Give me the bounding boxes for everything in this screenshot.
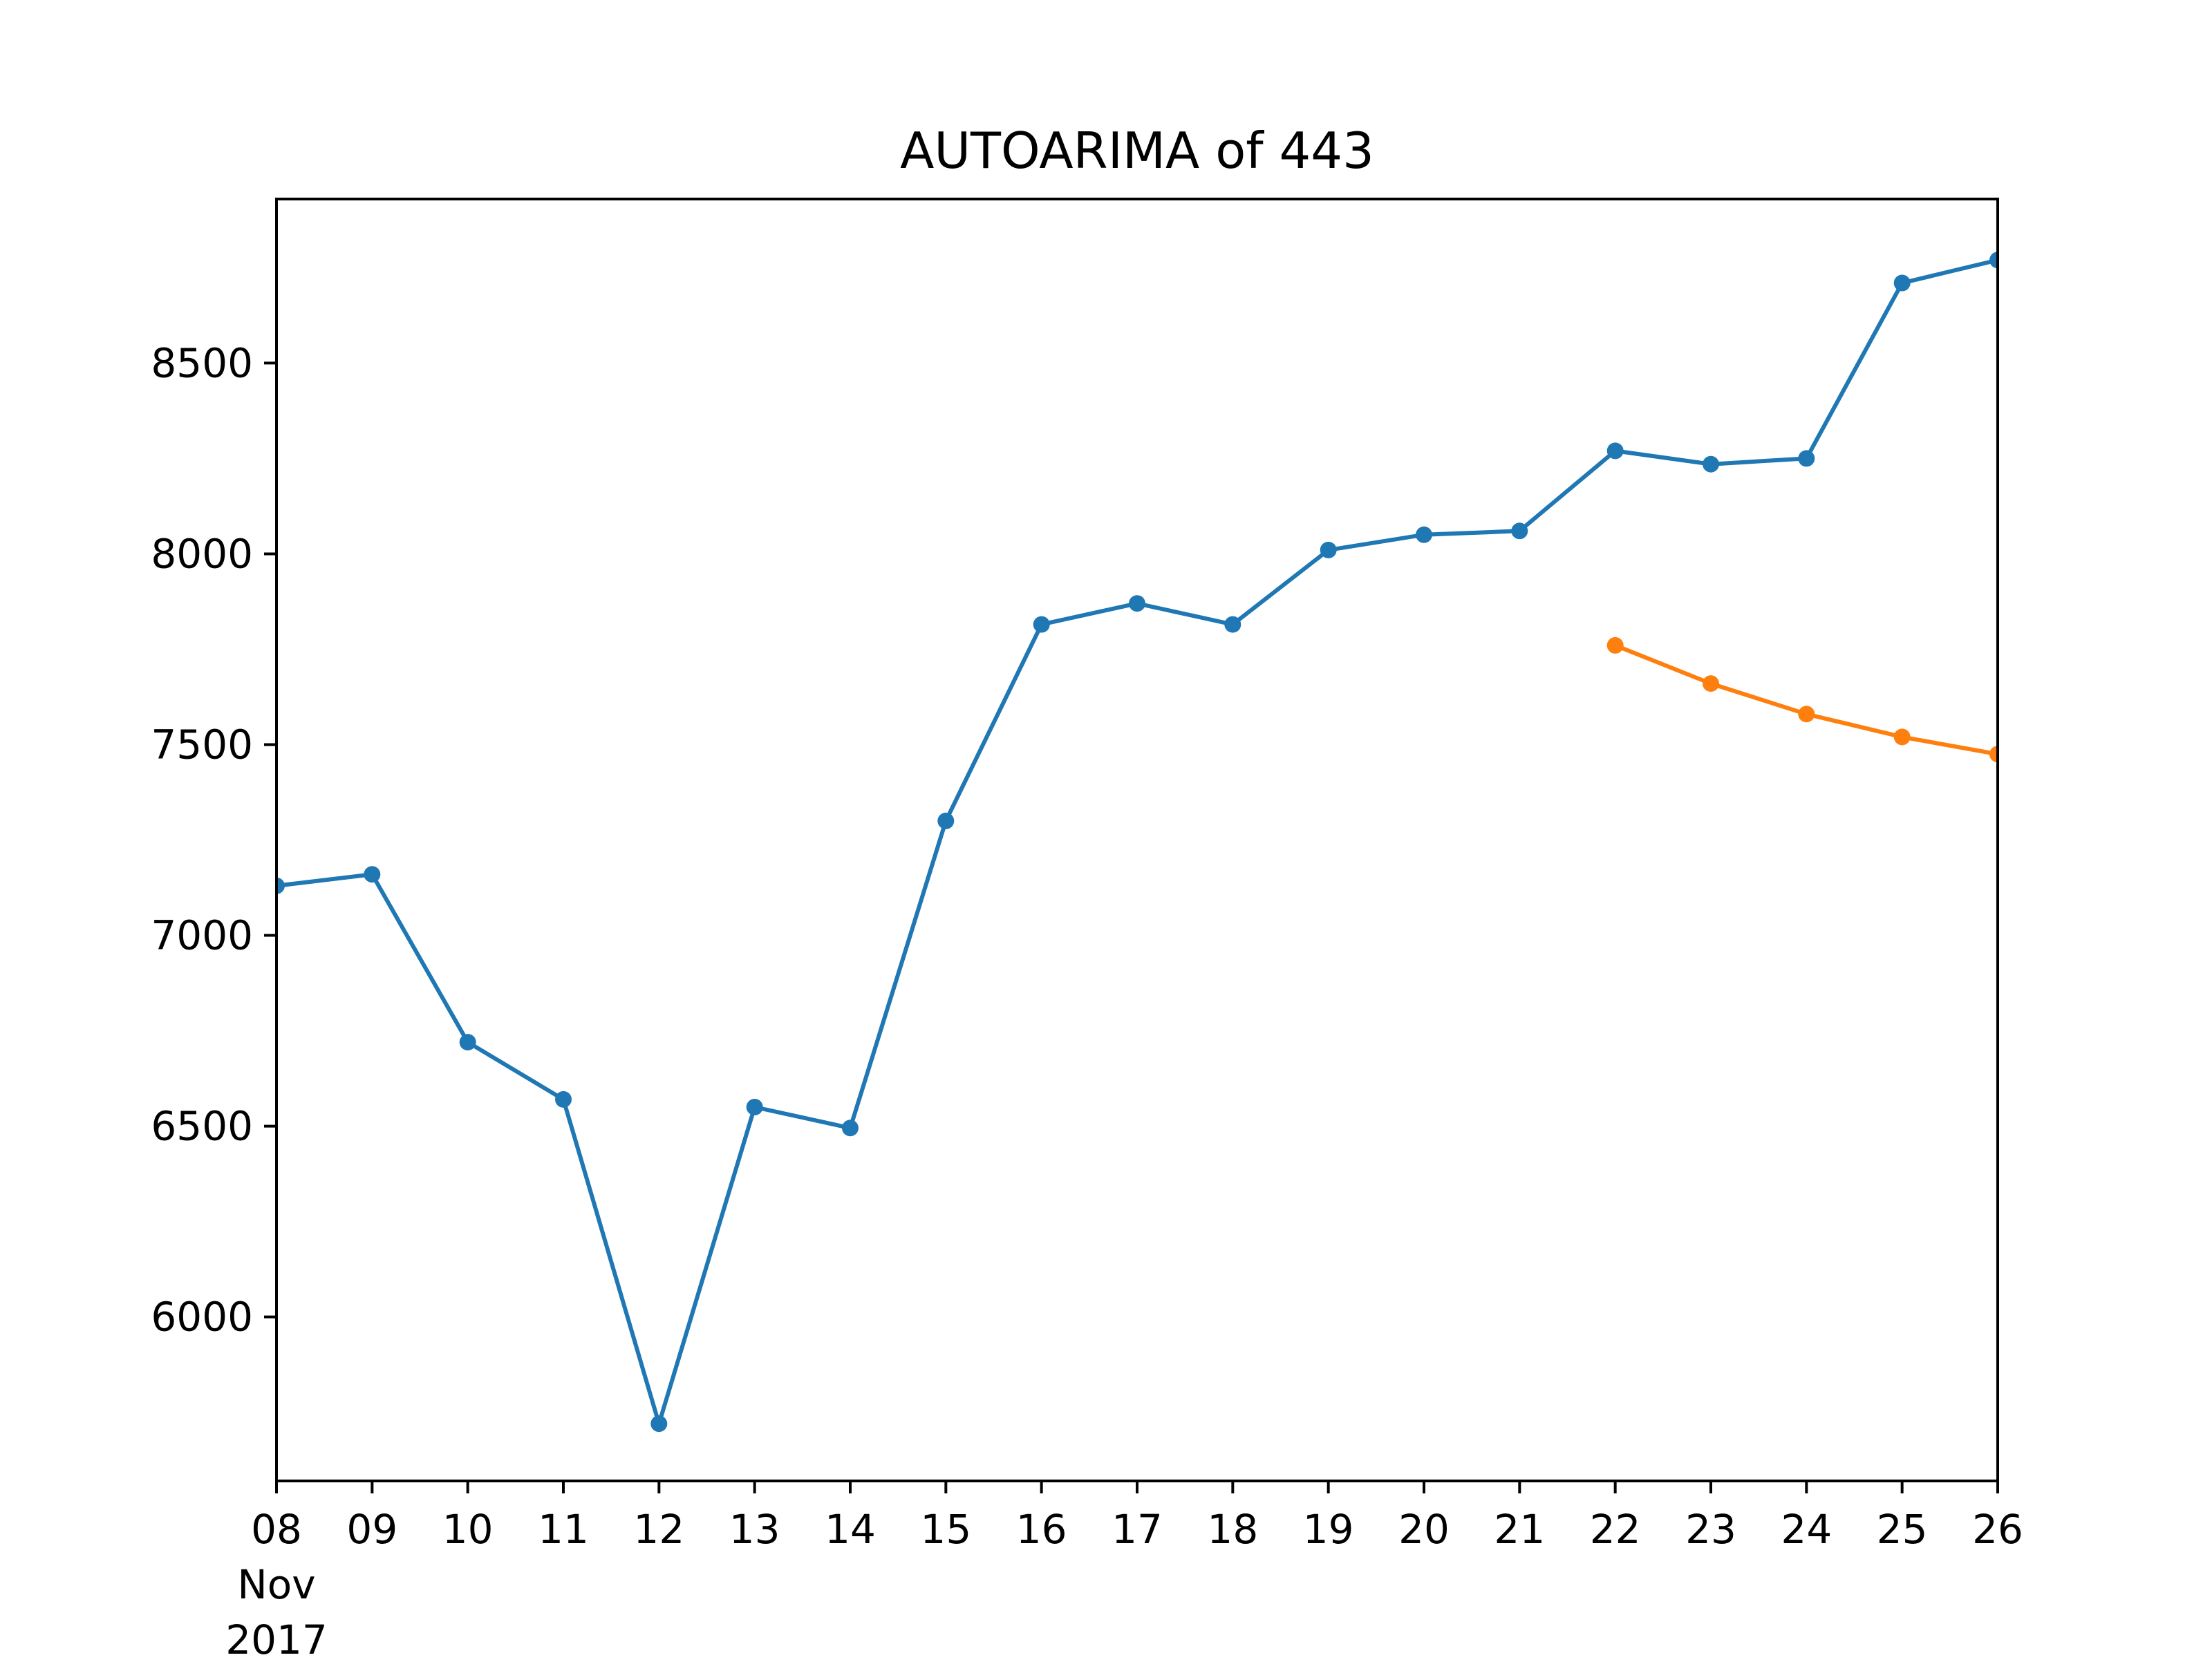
x-tick-label-23: 23 [1685, 1506, 1736, 1553]
y-tick-label-6000: 6000 [151, 1294, 253, 1341]
series-group [276, 252, 1998, 1433]
x-tick-label-12: 12 [633, 1506, 684, 1553]
series-1-point-15 [1606, 442, 1624, 460]
x-tick-label-11: 11 [538, 1506, 589, 1553]
x-tick-label-24: 24 [1781, 1506, 1832, 1553]
series-1-point-10 [1129, 595, 1145, 612]
x-tick-sublabel-2: 2017 [225, 1616, 328, 1659]
series-1-point-17 [1798, 450, 1815, 467]
series-2-point-2 [1703, 675, 1719, 692]
x-tick-label-09: 09 [346, 1506, 397, 1553]
x-tick-label-15: 15 [920, 1506, 971, 1553]
series-1-point-18 [1893, 274, 1911, 292]
x-tick-label-26: 26 [1972, 1506, 2023, 1553]
x-tick-label-14: 14 [825, 1506, 876, 1553]
series-2-point-1 [1606, 636, 1624, 654]
x-tick-label-16: 16 [1016, 1506, 1067, 1553]
x-tick-label-08: 08 [251, 1506, 302, 1553]
series-2-point-3 [1798, 706, 1815, 723]
series-1-point-13 [1416, 526, 1432, 543]
series-2-point-5 [1989, 746, 1998, 763]
y-tick-label-6500: 6500 [151, 1103, 253, 1150]
x-tick-label-10: 10 [442, 1506, 494, 1553]
x-tick-label-22: 22 [1590, 1506, 1641, 1553]
series-1-point-1 [276, 877, 285, 894]
series-1-point-12 [1320, 541, 1337, 558]
series-2-point-4 [1893, 728, 1911, 746]
y-tick-label-7000: 7000 [151, 912, 253, 959]
x-tick-sublabel-1: Nov [237, 1561, 315, 1608]
x-tick-label-19: 19 [1303, 1506, 1354, 1553]
series-1-point-11 [1224, 616, 1241, 633]
y-tick-label-7500: 7500 [151, 721, 253, 768]
x-tick-label-21: 21 [1494, 1506, 1545, 1553]
chart-title: AUTOARIMA of 443 [900, 122, 1374, 180]
series-1-point-6 [746, 1099, 763, 1115]
series-1-point-8 [937, 812, 955, 829]
x-tick-label-13: 13 [729, 1506, 780, 1553]
y-tick-label-8000: 8000 [151, 530, 253, 577]
series-1-point-16 [1703, 455, 1719, 473]
series-1-point-3 [459, 1034, 476, 1051]
x-tick-label-17: 17 [1112, 1506, 1163, 1553]
x-tick-label-18: 18 [1207, 1506, 1258, 1553]
series-1-point-9 [1033, 616, 1050, 633]
series-1-point-2 [364, 866, 381, 883]
plot-area: 6000 6500 7000 7500 8000 8500 08 09 10 11 12 13 14 15… [151, 198, 2023, 1662]
series-1-point-14 [1511, 522, 1528, 540]
series-1-point-7 [842, 1120, 859, 1137]
y-tick-label-8500: 8500 [151, 339, 253, 386]
series-1-point-5 [650, 1415, 668, 1433]
series-1-point-4 [555, 1090, 572, 1108]
x-tick-label-20: 20 [1398, 1506, 1450, 1553]
series-1-point-19 [1989, 252, 1998, 269]
x-tick-label-25: 25 [1877, 1506, 1928, 1553]
